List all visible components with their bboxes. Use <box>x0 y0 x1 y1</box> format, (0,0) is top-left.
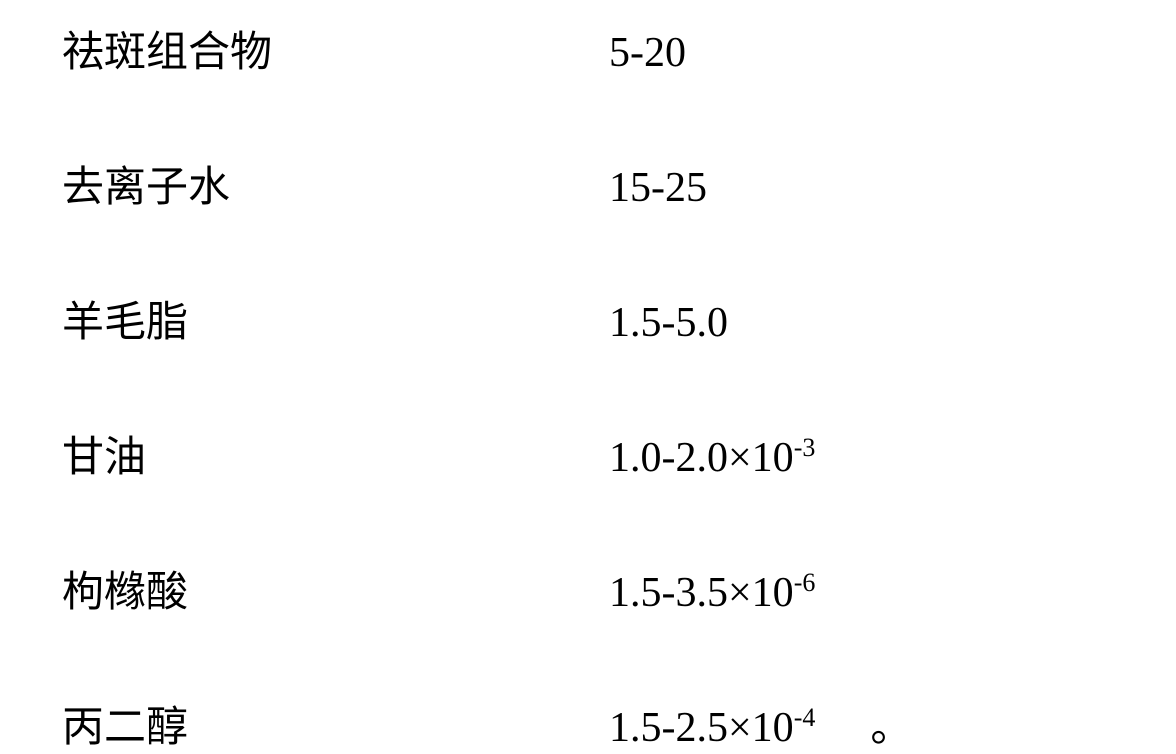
table-row: 羊毛脂 1.5-5.0 <box>62 288 1116 349</box>
ingredient-value: 1.5-2.5×10-4 。 <box>609 693 912 754</box>
table-row: 丙二醇 1.5-2.5×10-4 。 <box>62 693 1116 754</box>
ingredient-label: 羊毛脂 <box>62 288 609 349</box>
ingredient-value: 5-20 <box>609 29 686 77</box>
ingredient-label: 枸橼酸 <box>62 558 609 619</box>
value-base: 1.5-2.5×10 <box>609 705 794 751</box>
table-row: 甘油 1.0-2.0×10-3 <box>62 423 1116 484</box>
value-base: 1.5-5.0 <box>609 300 728 346</box>
table-row: 去离子水 15-25 <box>62 153 1116 214</box>
value-exponent: -3 <box>794 433 816 462</box>
table-row: 祛斑组合物 5-20 <box>62 18 1116 79</box>
value-base: 1.5-3.5×10 <box>609 570 794 616</box>
table-row: 枸橼酸 1.5-3.5×10-6 <box>62 558 1116 619</box>
ingredient-value: 15-25 <box>609 164 707 212</box>
value-exponent: -6 <box>794 568 816 597</box>
ingredient-table: 祛斑组合物 5-20 去离子水 15-25 羊毛脂 1.5-5.0 甘油 1.0… <box>0 0 1176 731</box>
ingredient-label: 丙二醇 <box>62 693 609 754</box>
ingredient-label: 甘油 <box>62 423 609 484</box>
value-exponent: -4 <box>794 703 816 732</box>
trailing-period: 。 <box>870 705 912 751</box>
ingredient-value: 1.0-2.0×10-3 <box>609 434 815 482</box>
ingredient-label: 祛斑组合物 <box>62 18 609 79</box>
value-base: 1.0-2.0×10 <box>609 435 794 481</box>
value-base: 5-20 <box>609 30 686 76</box>
ingredient-value: 1.5-5.0 <box>609 299 728 347</box>
value-base: 15-25 <box>609 165 707 211</box>
ingredient-label: 去离子水 <box>62 153 609 214</box>
ingredient-value: 1.5-3.5×10-6 <box>609 569 815 617</box>
